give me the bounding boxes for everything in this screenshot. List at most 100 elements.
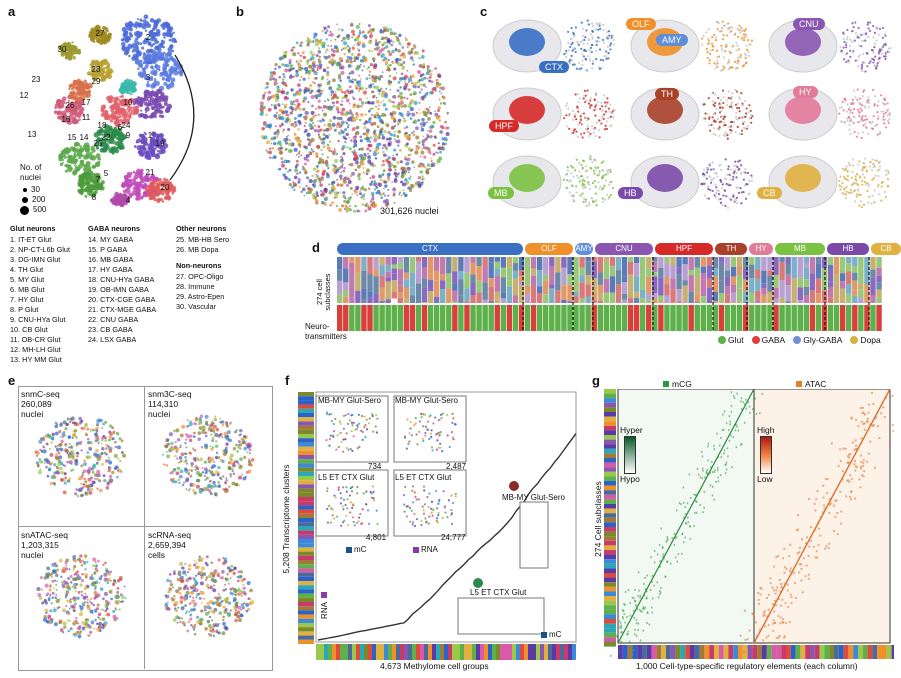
legend-item: 17. HY GABA <box>88 265 133 274</box>
legend-item: 29. Astro-Epen <box>176 292 225 301</box>
nt-gaba: GABA <box>761 335 786 345</box>
legend-glut: Glut neurons 1. IT-ET Glut 2. NP-CT-L6b … <box>10 224 70 365</box>
legend-glut-title: Glut neurons <box>10 224 56 233</box>
rna-axis-label: RNA <box>319 602 329 619</box>
legend-item: 23. CB GABA <box>88 325 133 334</box>
e-label-line: nuclei <box>21 409 44 419</box>
legend-item: 4. TH Glut <box>10 265 44 274</box>
f-ylabel: 5,208 Transcriptome clusters <box>281 464 291 574</box>
tag-hb: HB <box>618 187 643 199</box>
umap-b-scatter <box>259 22 450 213</box>
g-xlabel: 1,000 Cell-type-specific regulatory elem… <box>636 661 858 671</box>
inset-title: L5 ET CTX Glut <box>395 473 452 482</box>
legend-item: 9. CNU-HYa Glut <box>10 315 66 324</box>
legend-item: 16. MB GABA <box>88 255 134 264</box>
nt-glut: Glut <box>728 335 744 345</box>
tag-cb: CB <box>757 187 782 199</box>
e-label-line: snm3C-seq <box>148 389 192 399</box>
atac-header: ATAC <box>796 379 826 389</box>
svg-text:21: 21 <box>146 168 155 177</box>
mc-label: mC <box>354 545 367 554</box>
inset-count: 24,777 <box>441 533 466 542</box>
cluster-correspondence-plot <box>298 391 577 660</box>
e-label-line: 1,203,315 <box>21 540 59 550</box>
svg-text:16: 16 <box>62 115 71 124</box>
region-seg-olf: OLF <box>525 243 573 255</box>
legend-item: 27. OPC-Oligo <box>176 272 224 281</box>
tag-hy: HY <box>793 86 818 98</box>
svg-text:20: 20 <box>161 183 170 192</box>
svg-text:12: 12 <box>20 91 29 100</box>
panel-c-label: c <box>480 4 488 19</box>
g-ylabel-wrap: 274 Cell subclasses <box>592 440 604 600</box>
legend-item: 18. CNU-HYa GABA <box>88 275 155 284</box>
size-legend-title-1: No. of <box>20 163 42 172</box>
legend-item: 5. MY Glut <box>10 275 45 284</box>
e-label-line: 2,659,394 <box>148 540 186 550</box>
nt-label: Neuro- transmitters <box>305 322 347 342</box>
subclass-stacked-bars <box>337 257 882 331</box>
tag-th: TH <box>655 88 679 100</box>
nt-label-2: transmitters <box>305 332 347 341</box>
legend-item: 14. MY GABA <box>88 235 134 244</box>
e-label-line: nuclei <box>21 550 44 560</box>
legend-item: 10. CB Glut <box>10 325 48 334</box>
legend-other: Other neurons 25. MB-HB Sero 26. MB Dopa… <box>176 224 229 312</box>
legend-item: 22. CNU GABA <box>88 315 139 324</box>
legend-item: 15. P GABA <box>88 245 128 254</box>
region-bar: CTX OLF AMY CNU HPF TH HY MB HB CB <box>337 243 901 255</box>
region-seg-amy: AMY <box>575 243 593 255</box>
e-label-snm3c: snm3C-seq 114,310 nuclei <box>148 389 191 419</box>
atac-colorbar <box>760 436 772 474</box>
tag-olf: OLF <box>626 18 656 30</box>
g-ylabel: 274 Cell subclasses <box>593 481 603 557</box>
tag-amy: AMY <box>656 34 688 46</box>
region-seg-ctx: CTX <box>337 243 523 255</box>
region-seg-cb: CB <box>871 243 901 255</box>
svg-text:8: 8 <box>92 193 97 202</box>
callout-sero: MB-MY Glut-Sero <box>502 493 565 502</box>
panel-b-label: b <box>236 4 244 19</box>
d-ylabel: 274 cell subclasses <box>315 262 332 322</box>
e-label-line: scRNA-seq <box>148 530 191 540</box>
svg-text:13: 13 <box>28 130 37 139</box>
svg-text:2: 2 <box>146 33 151 42</box>
svg-text:1: 1 <box>148 131 153 140</box>
f-ylabel-wrap: 5,208 Transcriptome clusters <box>280 440 292 600</box>
svg-text:3: 3 <box>146 73 151 82</box>
divider <box>144 386 145 669</box>
mcg-colorbar <box>624 436 636 474</box>
svg-text:5: 5 <box>104 169 109 178</box>
mcg-label: mCG <box>672 379 692 389</box>
inset-title: MB-MY Glut-Sero <box>318 396 381 405</box>
legend-item: 30. Vascular <box>176 302 217 311</box>
e-label-line: 260,089 <box>21 399 52 409</box>
panel-f-label: f <box>285 373 290 388</box>
legend-item: 24. LSX GABA <box>88 335 137 344</box>
regulatory-heatmap <box>604 389 894 659</box>
e-label-snatac: snATAC-seq 1,203,315 nuclei <box>21 530 68 560</box>
brain-region-grid <box>492 19 892 209</box>
svg-text:4: 4 <box>126 196 131 205</box>
legend-item: 7. HY Glut <box>10 295 44 304</box>
svg-text:25: 25 <box>94 139 103 148</box>
tag-mb: MB <box>488 187 514 199</box>
atac-scale-top: High <box>757 425 775 435</box>
inset-mc-legend: mC <box>346 545 366 554</box>
legend-item: 8. P Glut <box>10 305 39 314</box>
legend-item: 25. MB-HB Sero <box>176 235 230 244</box>
svg-text:29: 29 <box>92 77 101 86</box>
legend-item: 6. MB Glut <box>10 285 45 294</box>
inset-count: 2,487 <box>446 462 467 471</box>
legend-non-title: Non-neurons <box>176 261 222 270</box>
nt-label-1: Neuro- <box>305 322 330 331</box>
region-seg-mb: MB <box>775 243 825 255</box>
nt-legend: Glut GABA Gly-GABA Dopa <box>718 335 881 345</box>
svg-text:26: 26 <box>66 101 75 110</box>
panel-e-label: e <box>8 373 16 388</box>
f-xlabel: 4,673 Methylome cell groups <box>380 661 489 671</box>
rna-label: RNA <box>421 545 438 554</box>
mc-axis-label: mC <box>549 630 562 639</box>
mcg-scale-top: Hyper <box>620 425 643 435</box>
panel-d-label: d <box>312 240 320 255</box>
